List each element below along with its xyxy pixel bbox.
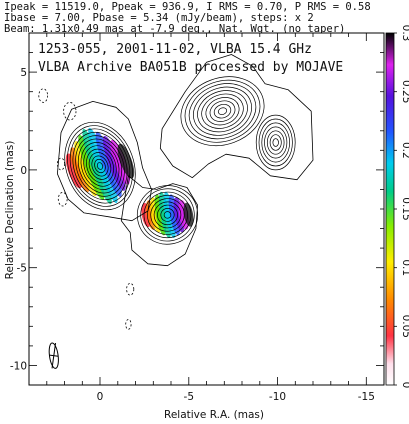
x-tick-label-0: 0 — [97, 391, 104, 403]
header-line-2: Ibase = 7.00, Pbase = 5.34 (mJy/beam), s… — [4, 12, 314, 24]
contour-3-7 — [255, 114, 296, 171]
contour-2-6 — [197, 90, 248, 133]
contour-0-8 — [77, 138, 123, 194]
contour-3-4 — [264, 126, 288, 159]
y-tick-label-1: 0 — [20, 165, 27, 177]
negative-contour-layer — [38, 88, 135, 330]
contour-3-1 — [272, 138, 279, 147]
y-tick-label-3: -10 — [10, 360, 27, 372]
header-line-1: Ipeak = 11519.0, Ppeak = 936.9, I RMS = … — [4, 1, 371, 13]
negative-contour-4 — [126, 282, 135, 296]
contour-2-1 — [217, 107, 228, 115]
colorbar-tick-label-1: 0.05 — [400, 315, 409, 338]
contour-1-5 — [150, 198, 185, 232]
x-tick-label-3: -15 — [358, 391, 375, 403]
contour-2-3 — [209, 100, 236, 122]
negative-contour-2 — [57, 157, 66, 171]
contour-0-2 — [94, 158, 106, 174]
colorbar-tick-label-0: 0 — [400, 382, 409, 389]
contour-1-7 — [143, 191, 192, 239]
beam-ellipse — [48, 342, 59, 369]
negative-contour-1 — [63, 101, 77, 121]
contour-3-2 — [269, 134, 282, 151]
negative-contour-3 — [57, 191, 68, 207]
contour-1-6 — [147, 194, 188, 235]
contour-2-7 — [193, 86, 252, 136]
contour-2-4 — [205, 97, 240, 126]
colorbar-tick-label-5: 0.25 — [400, 80, 409, 103]
negative-contour-5 — [125, 319, 132, 330]
contour-2-2 — [213, 104, 232, 119]
contour-0-7 — [80, 142, 120, 190]
contour-layer — [57, 54, 314, 267]
x-tick-label-2: -10 — [269, 391, 286, 403]
contour-1-3 — [157, 204, 178, 226]
contour-0-3 — [91, 155, 109, 177]
pol-band-1-9 — [183, 202, 194, 227]
source-annotation-line-2: VLBA Archive BA051B processed by MOJAVE — [38, 60, 343, 75]
x-axis-label: Relative R.A. (mas) — [164, 409, 264, 421]
contour-1-1 — [163, 211, 172, 219]
y-axis-label: Relative Declination (mas) — [4, 141, 16, 280]
contour-0-4 — [88, 152, 112, 180]
contour-1-4 — [153, 201, 182, 229]
x-tick-label-1: -5 — [184, 391, 194, 403]
contour-2-9 — [184, 79, 261, 143]
contour-2-10 — [180, 76, 265, 146]
header-line-3: Beam: 1.31x0.49 mas at -7.9 deg., Nat. W… — [4, 23, 345, 35]
colorbar-tick-label-3: 0.15 — [400, 197, 409, 220]
source-annotation-line-1: 1253-055, 2001-11-02, VLBA 15.4 GHz — [38, 42, 312, 57]
contour-0-11 — [69, 128, 131, 204]
colorbar-tick-label-4: 0.2 — [400, 142, 409, 159]
outer-contour-2 — [57, 101, 152, 222]
contour-1-8 — [140, 188, 195, 242]
contour-0-9 — [75, 135, 125, 197]
contour-2-5 — [201, 93, 244, 129]
axis-ticks: 0 -5 -10 -15 5 0 -5 -10 — [10, 33, 384, 403]
colorbar-tick-label-6: 0.3 — [400, 25, 409, 42]
contour-3-3 — [266, 130, 285, 155]
beam-minor-axis — [49, 354, 59, 357]
contour-3-5 — [261, 122, 290, 163]
negative-contour-0 — [38, 88, 48, 103]
colorbar — [385, 32, 395, 386]
contour-2-8 — [188, 83, 257, 140]
contour-0-6 — [83, 145, 117, 187]
contour-0-12 — [67, 125, 133, 207]
contour-0-1 — [96, 162, 104, 170]
contour-0-10 — [72, 131, 128, 201]
colorbar-ticks: 0 0.05 0.1 0.15 0.2 0.25 0.3 — [394, 25, 409, 389]
contour-1-2 — [160, 208, 175, 222]
y-tick-label-0: 5 — [20, 67, 27, 79]
outer-contour-1 — [120, 175, 199, 267]
beam-marker — [48, 342, 59, 369]
contour-3-6 — [258, 118, 293, 167]
contour-0-5 — [86, 148, 114, 184]
y-tick-label-2: -5 — [17, 263, 27, 275]
contour-0-13 — [64, 121, 136, 211]
colorbar-tick-label-2: 0.1 — [400, 259, 409, 276]
pol-band-0-7 — [102, 135, 126, 191]
outer-contour-0 — [159, 54, 314, 181]
plot-area — [29, 33, 384, 385]
